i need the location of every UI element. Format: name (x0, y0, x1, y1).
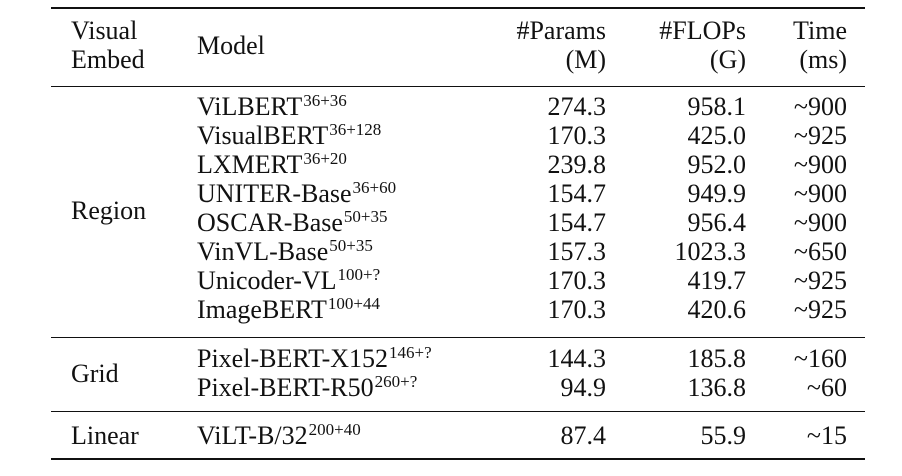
model-text: VisualBERT (197, 121, 329, 150)
model-name: ImageBERT100+44 (197, 294, 380, 327)
model-text: ViLBERT (197, 92, 303, 121)
model-text: ViLT-B/32 (197, 421, 308, 450)
params-value: 274.3 (547, 92, 607, 121)
flops-value: 958.1 (687, 92, 747, 121)
params-value: 87.4 (560, 421, 607, 450)
time-value: ~900 (793, 150, 847, 179)
header-flops: #FLOPs (G) (659, 16, 746, 74)
model-text: LXMERT (197, 150, 303, 179)
model-text: VinVL-Base (197, 237, 329, 266)
params-value: 94.9 (560, 373, 607, 402)
model-sup: 200+40 (308, 420, 361, 439)
time-value: ~925 (793, 266, 847, 295)
model-sup: 50+35 (329, 236, 373, 255)
model-name: Pixel-BERT-R50260+? (197, 372, 418, 405)
model-sup: 36+60 (352, 178, 397, 197)
model-sup: 36+128 (329, 120, 382, 139)
header-time-line2: (ms) (799, 45, 847, 74)
model-name: Unicoder-VL100+? (197, 265, 381, 298)
flops-value: 136.8 (687, 373, 747, 402)
flops-value: 420.6 (687, 295, 747, 324)
model-sup: 36+20 (303, 149, 347, 168)
time-value: ~650 (793, 237, 847, 266)
time-value: ~15 (806, 421, 847, 450)
model-text: Pixel-BERT-X152 (197, 344, 389, 373)
header-visual-embed-line1: Visual (71, 16, 138, 45)
model-sup: 100+44 (327, 294, 380, 313)
model-text: UNITER-Base (197, 179, 352, 208)
params-value: 170.3 (547, 295, 607, 324)
model-sup: 36+36 (303, 91, 347, 110)
grid-linear-divider (51, 411, 865, 412)
flops-value: 185.8 (687, 344, 747, 373)
model-name: UNITER-Base36+60 (197, 178, 397, 211)
flops-value: 952.0 (687, 150, 747, 179)
model-name: LXMERT36+20 (197, 149, 347, 182)
model-sup: 50+35 (343, 207, 388, 226)
header-params-line2: (M) (565, 45, 606, 74)
flops-value: 419.7 (687, 266, 747, 295)
region-grid-divider (51, 337, 865, 338)
header-visual-embed-line2: Embed (71, 45, 145, 74)
time-value: ~60 (806, 373, 847, 402)
model-name: Pixel-BERT-X152146+? (197, 343, 432, 376)
params-value: 170.3 (547, 266, 607, 295)
flops-value: 949.9 (687, 179, 747, 208)
params-value: 154.7 (547, 179, 607, 208)
time-value: ~160 (793, 344, 847, 373)
group-label-region: Region (71, 196, 147, 225)
bottom-rule (51, 458, 865, 460)
header-rule (51, 86, 865, 87)
header-time: Time (ms) (793, 16, 847, 74)
time-value: ~925 (793, 295, 847, 324)
header-params: #Params (M) (516, 16, 606, 74)
model-text: Pixel-BERT-R50 (197, 373, 374, 402)
model-text: ImageBERT (197, 295, 327, 324)
model-text: Unicoder-VL (197, 266, 337, 295)
model-name: VisualBERT36+128 (197, 120, 382, 153)
group-label-grid: Grid (71, 359, 119, 388)
flops-value: 1023.3 (674, 237, 747, 266)
model-sup: 100+? (337, 265, 381, 284)
header-model: Model (197, 31, 265, 60)
time-value: ~900 (793, 208, 847, 237)
model-sup: 260+? (374, 372, 418, 391)
model-text: OSCAR-Base (197, 208, 343, 237)
header-flops-line1: #FLOPs (659, 16, 746, 45)
header-time-line1: Time (793, 16, 847, 45)
params-value: 154.7 (547, 208, 607, 237)
flops-value: 956.4 (687, 208, 747, 237)
model-name: ViLT-B/32200+40 (197, 420, 361, 453)
model-sup: 146+? (389, 343, 432, 362)
flops-value: 55.9 (700, 421, 747, 450)
top-rule (51, 7, 865, 9)
time-value: ~900 (793, 179, 847, 208)
model-name: ViLBERT36+36 (197, 91, 347, 124)
params-value: 157.3 (547, 237, 607, 266)
params-value: 170.3 (547, 121, 607, 150)
params-value: 239.8 (547, 150, 607, 179)
header-flops-line2: (G) (709, 45, 746, 74)
model-name: OSCAR-Base50+35 (197, 207, 388, 240)
flops-value: 425.0 (687, 121, 747, 150)
group-label-linear: Linear (71, 421, 139, 450)
time-value: ~900 (793, 92, 847, 121)
model-name: VinVL-Base50+35 (197, 236, 373, 269)
time-value: ~925 (793, 121, 847, 150)
header-visual-embed: Visual Embed (71, 16, 145, 74)
header-params-line1: #Params (516, 16, 606, 45)
params-value: 144.3 (547, 344, 607, 373)
